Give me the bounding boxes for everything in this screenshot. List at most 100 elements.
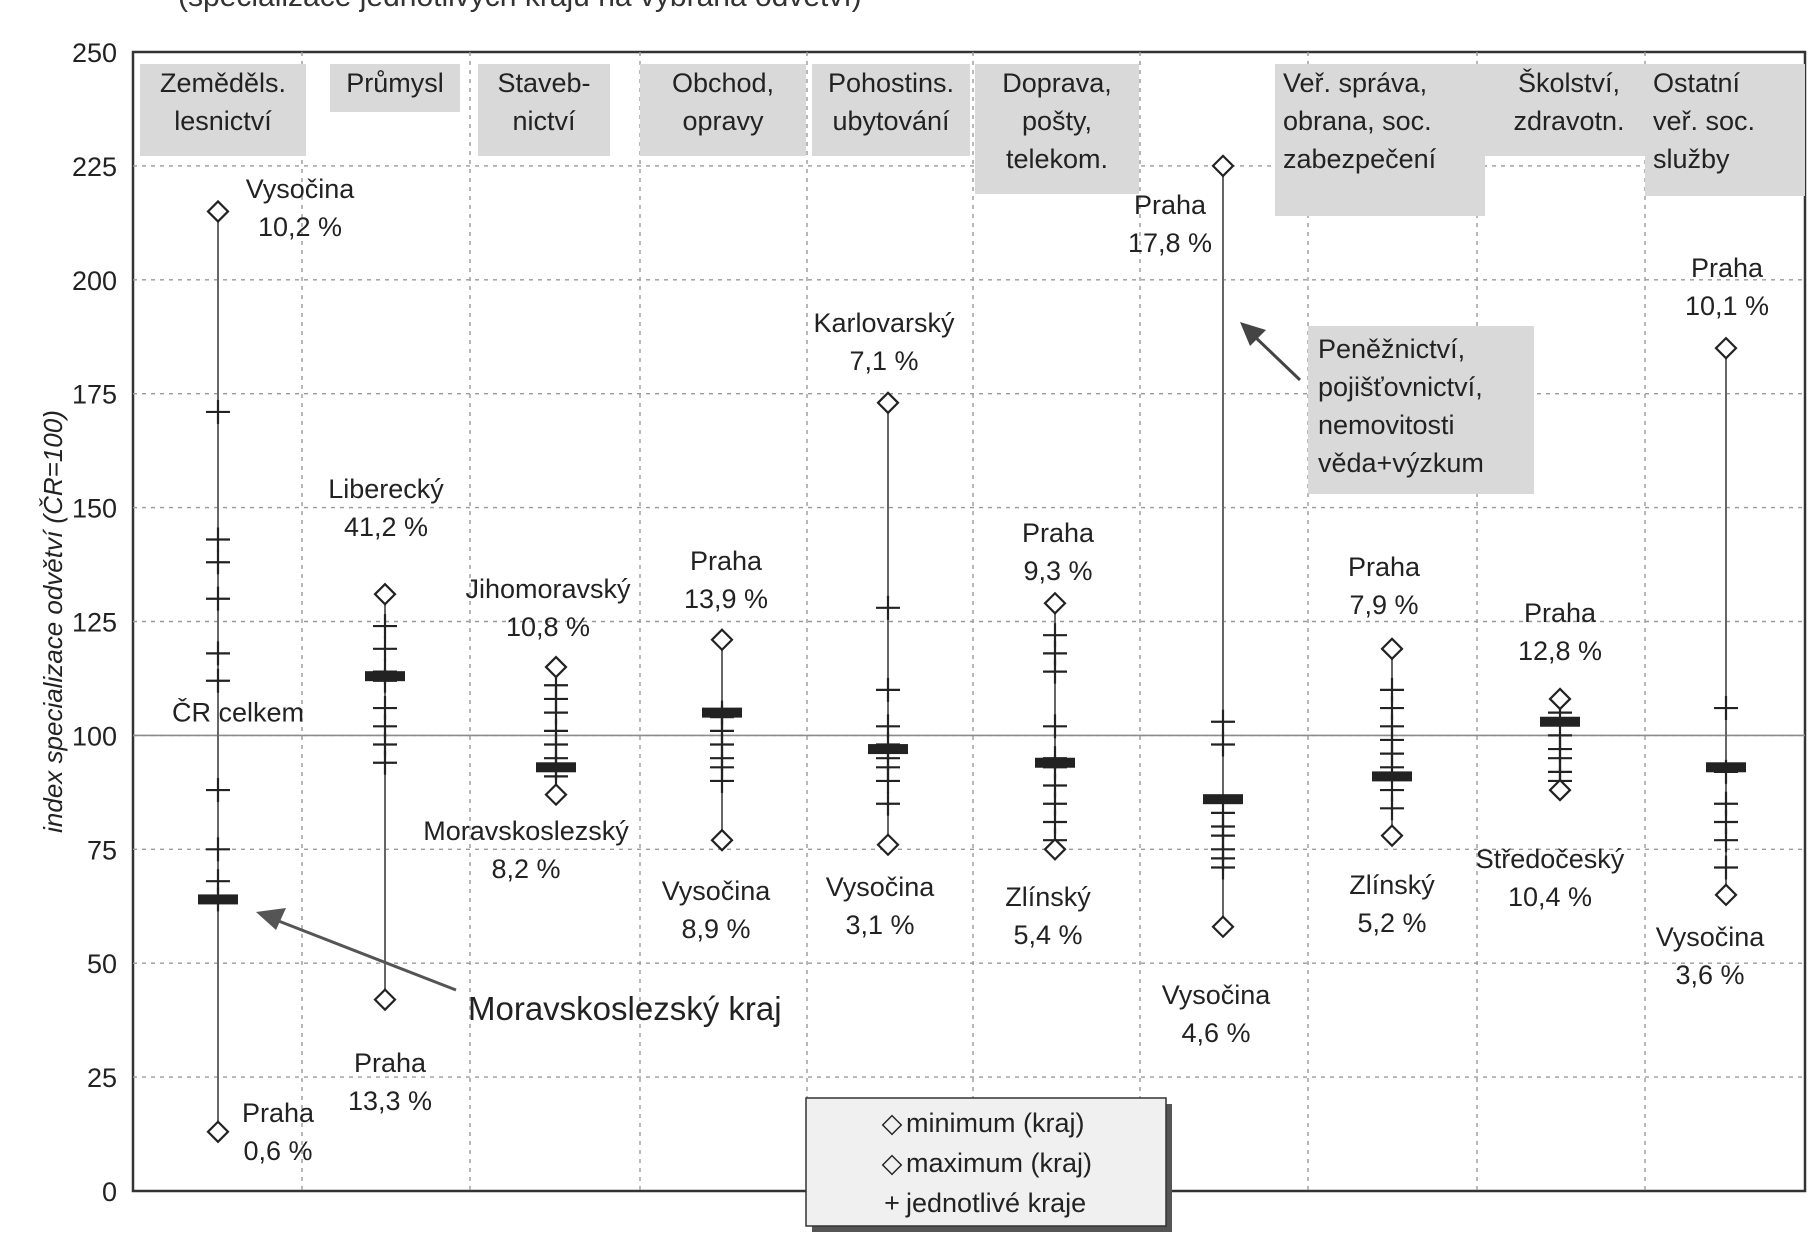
- highlighted-region-marker: [1706, 762, 1746, 773]
- plot-frame: [131, 50, 1807, 1193]
- category-label: pošty,: [1022, 106, 1092, 136]
- minimum-marker: [1548, 778, 1572, 802]
- minimum-label: Středočeský: [1476, 844, 1625, 874]
- maximum-label: Praha: [1691, 253, 1764, 283]
- maximum-label: Praha: [690, 546, 763, 576]
- legend-marker: +: [884, 1188, 900, 1218]
- maximum-label: Jihomoravský: [465, 574, 631, 604]
- y-tick-label: 25: [87, 1063, 117, 1093]
- maximum-marker: [544, 655, 568, 679]
- extra-label-arrowhead: [1240, 322, 1266, 346]
- minimum-label: 3,1 %: [845, 910, 914, 940]
- category-label: Zeměděls.: [160, 68, 286, 98]
- highlighted-region-marker: [365, 671, 405, 682]
- maximum-label: Praha: [1022, 518, 1095, 548]
- maximum-label: Praha: [1524, 598, 1597, 628]
- category-label: Veř. správa,: [1283, 68, 1427, 98]
- extra-category-label: pojišťovnictví,: [1318, 372, 1483, 402]
- category-label-box: [140, 64, 306, 156]
- legend-marker: ◇: [882, 1148, 903, 1178]
- category-label-box: [1275, 64, 1485, 216]
- minimum-marker: [710, 828, 734, 852]
- category-label-box: [1645, 64, 1805, 196]
- maximum-marker: [1211, 154, 1235, 178]
- minimum-marker: [1043, 837, 1067, 861]
- minimum-label: Vysočina: [1162, 980, 1272, 1010]
- maximum-label: 7,1 %: [849, 346, 918, 376]
- extra-category-label: věda+výzkum: [1318, 448, 1484, 478]
- minimum-label: Vysočina: [1656, 922, 1766, 952]
- minimum-label: 5,2 %: [1357, 908, 1426, 938]
- extra-label-arrow-line: [1250, 332, 1302, 382]
- maximum-label: 10,1 %: [1685, 291, 1769, 321]
- category-label: zdravotn.: [1513, 106, 1624, 136]
- legend-box: [805, 1097, 1167, 1227]
- minimum-marker: [206, 1120, 230, 1144]
- minimum-label: 0,6 %: [243, 1136, 312, 1166]
- y-axis-label: index specializace odvětví (ČR=100): [38, 410, 68, 833]
- extra-category-label: nemovitosti: [1318, 410, 1455, 440]
- y-tick-label: 125: [72, 608, 117, 638]
- callout-label: Moravskoslezský kraj: [468, 990, 782, 1027]
- maximum-label: 10,2 %: [258, 212, 342, 242]
- category-label-box: [330, 64, 460, 112]
- category-label: zabezpečení: [1283, 144, 1437, 174]
- maximum-label: 12,8 %: [1518, 636, 1602, 666]
- minimum-label: 3,6 %: [1675, 960, 1744, 990]
- maximum-marker: [1548, 687, 1572, 711]
- maximum-label: Karlovarský: [813, 308, 955, 338]
- maximum-marker: [1714, 336, 1738, 360]
- maximum-marker: [710, 628, 734, 652]
- highlighted-region-marker: [1203, 794, 1243, 805]
- category-label: Pohostins.: [828, 68, 954, 98]
- minimum-label: Vysočina: [826, 872, 936, 902]
- minimum-marker: [373, 988, 397, 1012]
- category-label: Doprava,: [1002, 68, 1112, 98]
- y-tick-label: 200: [72, 266, 117, 296]
- minimum-label: 10,4 %: [1508, 882, 1592, 912]
- category-label-box: [975, 64, 1139, 194]
- maximum-marker: [1043, 591, 1067, 615]
- maximum-label: Vysočina: [246, 174, 356, 204]
- category-label: lesnictví: [174, 106, 272, 136]
- category-label: telekom.: [1006, 144, 1108, 174]
- category-label: Staveb-: [497, 68, 590, 98]
- category-label-box: [1484, 64, 1654, 156]
- y-tick-label: 175: [72, 380, 117, 410]
- category-label-box: [478, 64, 610, 156]
- minimum-marker: [876, 833, 900, 857]
- highlighted-region-marker: [1372, 771, 1412, 782]
- maximum-marker: [206, 199, 230, 224]
- maximum-label: Liberecký: [328, 474, 444, 504]
- category-label: ubytování: [832, 106, 950, 136]
- maximum-label: Praha: [1134, 190, 1207, 220]
- highlighted-region-marker: [1540, 716, 1580, 727]
- category-label: služby: [1653, 144, 1730, 174]
- minimum-label: Vysočina: [662, 876, 772, 906]
- minimum-label: Praha: [242, 1098, 315, 1128]
- category-label: nictví: [512, 106, 576, 136]
- minimum-label: 13,3 %: [348, 1086, 432, 1116]
- maximum-label: 9,3 %: [1023, 556, 1092, 586]
- y-tick-label: 50: [87, 949, 117, 979]
- minimum-label: Zlínský: [1349, 870, 1435, 900]
- minimum-label: Praha: [354, 1048, 427, 1078]
- minimum-label: 8,9 %: [681, 914, 750, 944]
- maximum-label: 10,8 %: [506, 612, 590, 642]
- maximum-label: Praha: [1348, 552, 1421, 582]
- highlighted-region-marker: [868, 744, 908, 755]
- category-label: Ostatní: [1653, 68, 1741, 98]
- minimum-marker: [1211, 915, 1235, 939]
- highlighted-region-marker: [536, 762, 576, 773]
- category-label: obrana, soc.: [1283, 106, 1432, 136]
- legend-entry: maximum (kraj): [906, 1148, 1092, 1178]
- legend-marker: ◇: [882, 1108, 903, 1138]
- y-tick-label: 100: [72, 721, 117, 751]
- maximum-marker: [876, 391, 900, 415]
- maximum-label: 17,8 %: [1128, 228, 1212, 258]
- legend-entry: jednotlivé kraje: [905, 1188, 1086, 1218]
- callout-arrow-line: [275, 918, 457, 992]
- category-label: opravy: [682, 106, 764, 136]
- minimum-label: 8,2 %: [491, 854, 560, 884]
